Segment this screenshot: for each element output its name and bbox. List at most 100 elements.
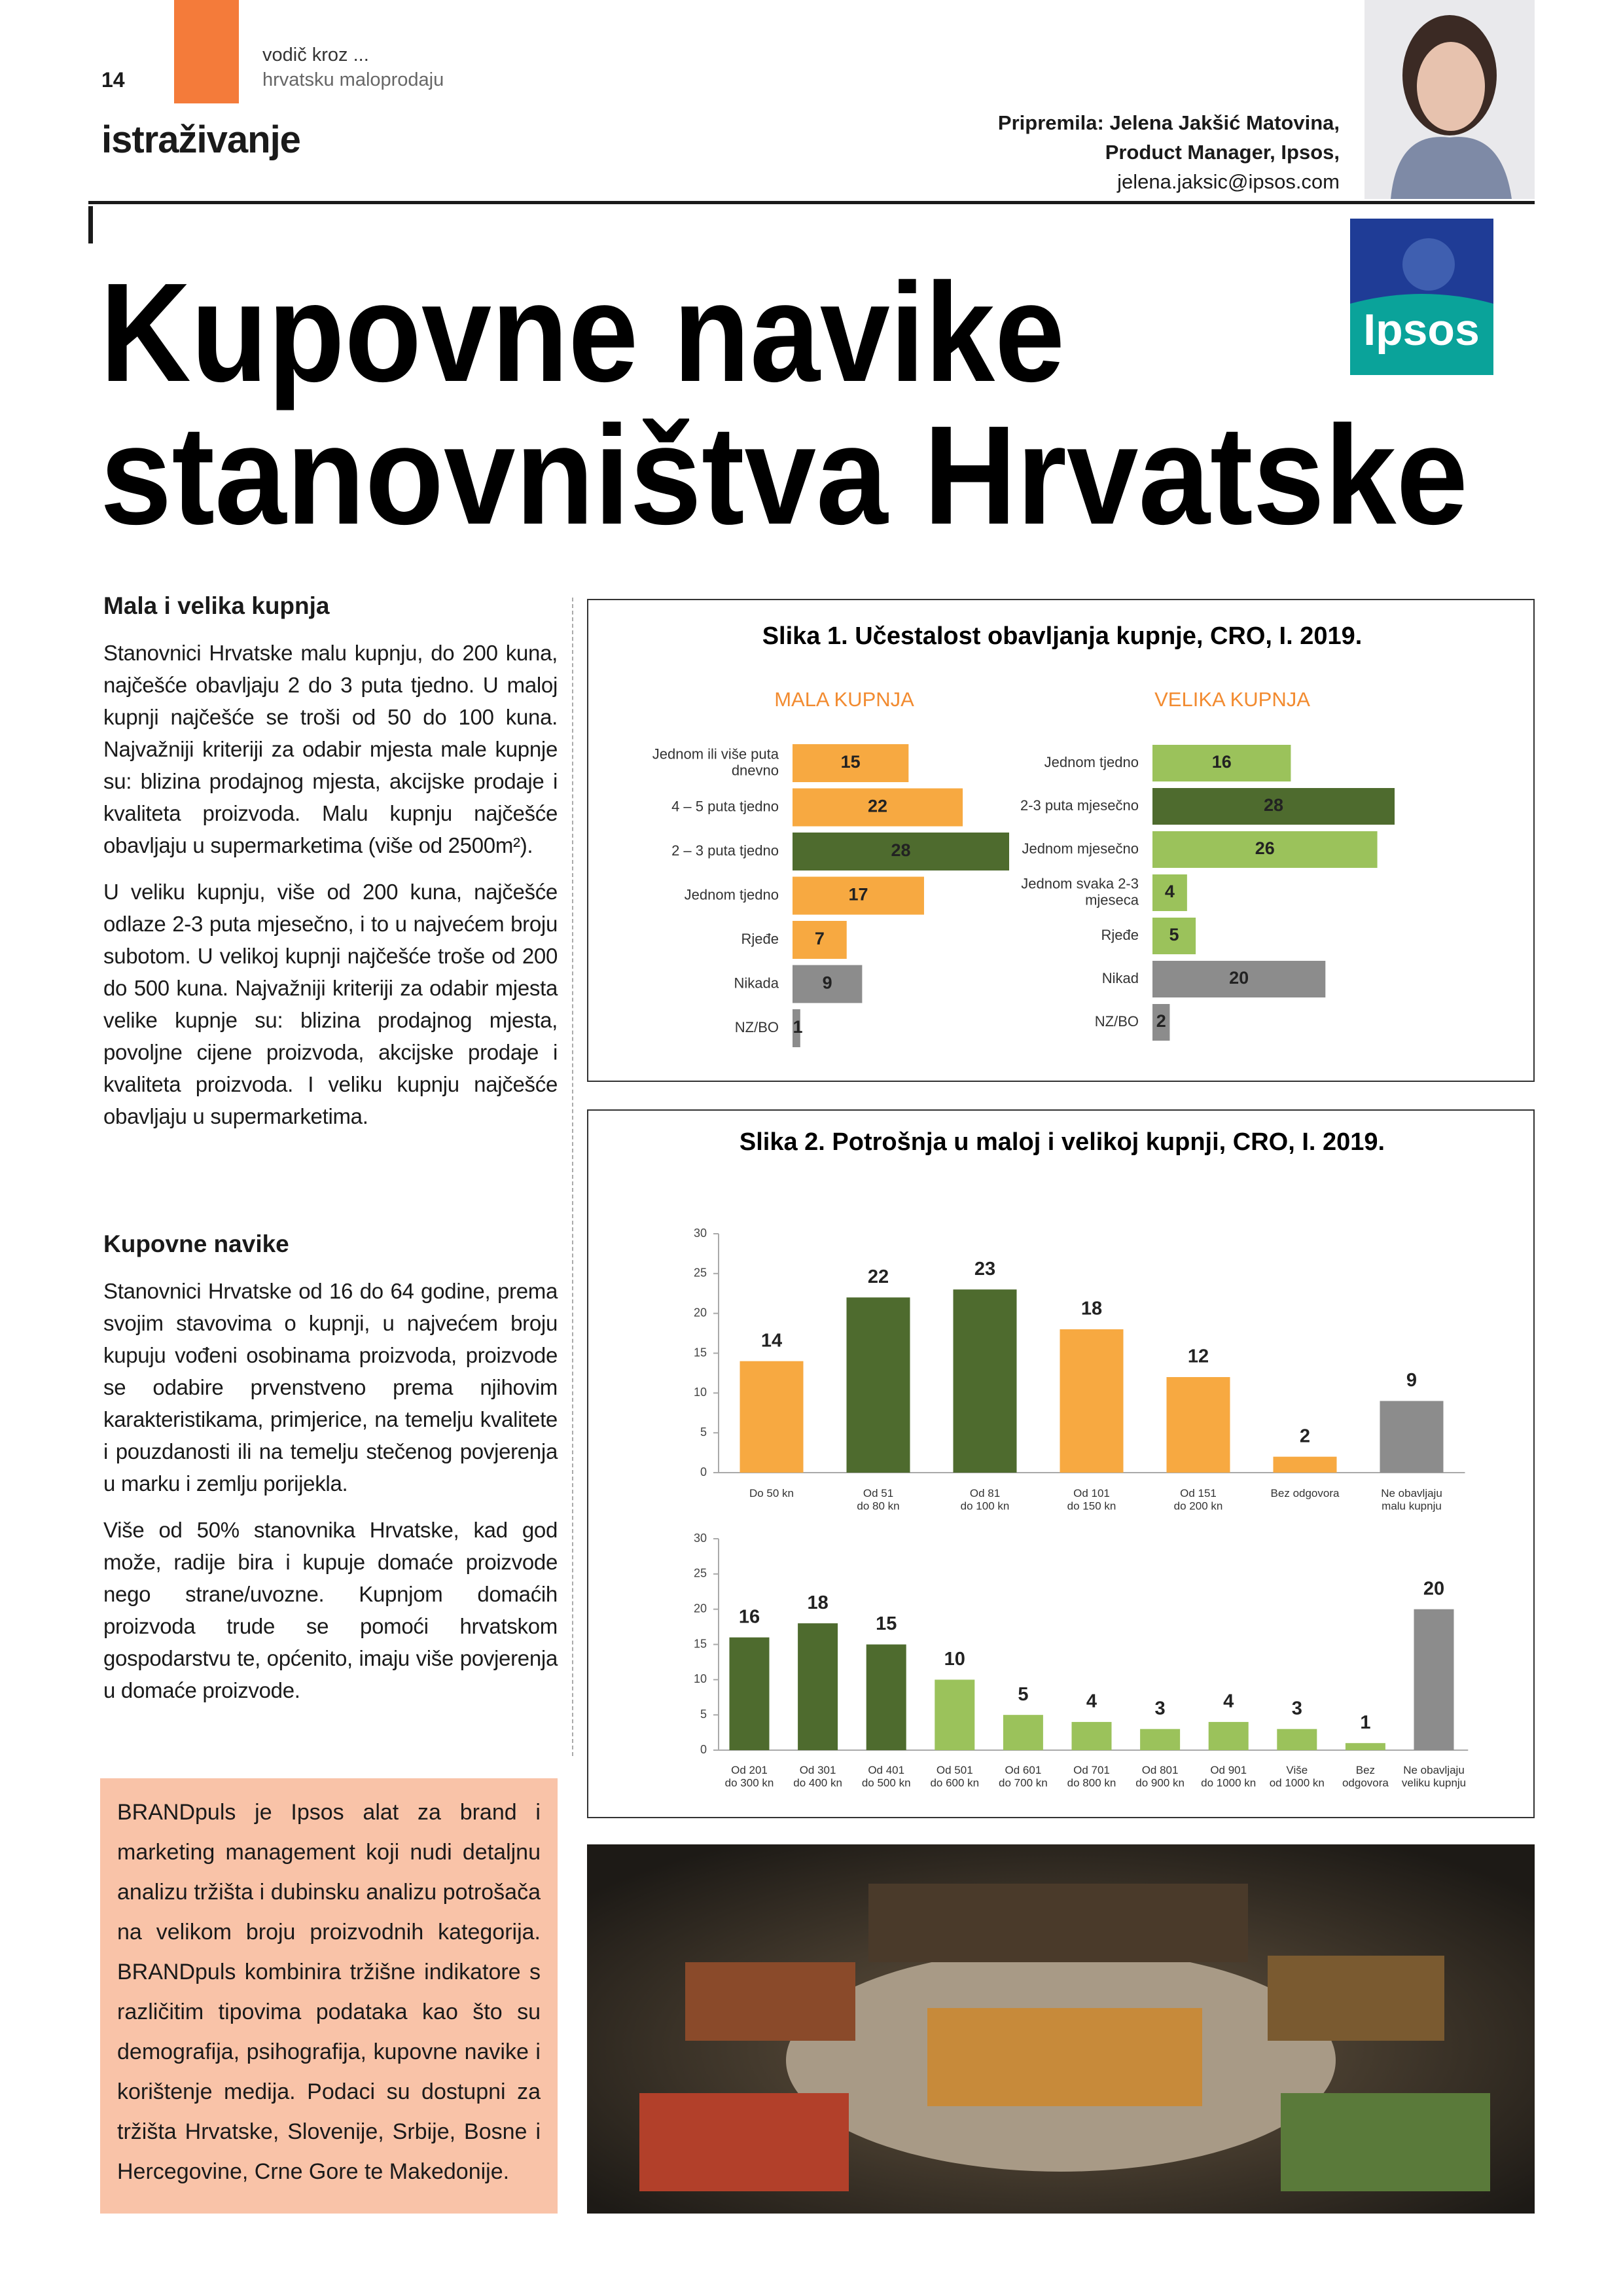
bar [729,1637,770,1750]
figure-title: Slika 1. Učestalost obavljanja kupnje, C… [762,622,1363,650]
author-block: Pripremila: Jelena Jakšić Matovina, Prod… [998,108,1340,196]
paragraph: Više od 50% stanovnika Hrvatske, kad god… [103,1518,558,1702]
article-section: Mala i velika kupnja Stanovnici Hrvatske… [103,592,558,1147]
y-tick-label: 5 [700,1426,707,1439]
photo-face [1417,42,1485,131]
value-label: 4 [1165,882,1175,901]
figure-2: Slika 2. Potrošnja u maloj i velikoj kup… [587,1109,1535,1818]
bar [1152,745,1291,781]
bar [793,876,924,915]
value-label: 17 [848,885,868,905]
bar [846,1297,910,1473]
value-label: 5 [1018,1684,1028,1705]
category-label: Jednom svaka 2-3 mjeseca [1021,875,1139,908]
text-line: Od 901 [1210,1764,1247,1776]
paragraph: U veliku kupnju, više od 200 kuna, najče… [103,880,558,1128]
column-separator [572,598,573,1756]
y-tick-label: 30 [694,1227,707,1240]
author-line: Product Manager, Ipsos, [1105,141,1340,164]
category-label: Ne obavljaju malu kupnju [1381,1487,1442,1513]
bar [1345,1743,1385,1750]
value-label: 10 [944,1649,965,1670]
value-label: 5 [1169,925,1179,944]
category-label: Od 51 do 80 kn [857,1487,899,1513]
y-tick-label: 25 [694,1266,707,1280]
figure-frame [587,1109,1535,1818]
figure-title: Slika 2. Potrošnja u maloj i velikoj kup… [740,1128,1385,1156]
text-line: do 1000 kn [1201,1777,1256,1789]
logo-head [1402,238,1455,291]
value-label: 9 [1406,1370,1417,1391]
paragraph: Stanovnici Hrvatske malu kupnju, do 200 … [103,641,558,857]
author-email: jelena.jaksic@ipsos.com [1117,170,1340,193]
category-label: Od 901 do 1000 kn [1201,1764,1256,1789]
category-label: 4 – 5 puta tjedno [671,798,779,814]
page-number: 14 [101,68,125,92]
category-label: Ne obavljaju veliku kupnju [1402,1764,1466,1789]
value-label: 16 [739,1606,760,1627]
bar [1152,831,1378,868]
text-line: odgovora [1342,1777,1389,1789]
bar [1152,1004,1170,1041]
value-label: 9 [823,973,832,993]
category-label: Od 801 do 900 kn [1135,1764,1185,1789]
bar [1380,1401,1444,1473]
bar [1140,1729,1181,1750]
store-photo [587,1844,1535,2214]
author-line: Pripremila: Jelena Jakšić Matovina, [997,111,1340,134]
category-label: Od 401 do 500 kn [862,1764,911,1789]
text-line: do 300 kn [725,1777,774,1789]
category-label: Nikad [1102,970,1139,986]
value-label: 3 [1292,1698,1302,1719]
photo-shelf [1268,1956,1444,2041]
category-label: Od 81 do 100 kn [961,1487,1010,1513]
value-label: 2 [1300,1426,1310,1446]
value-label: 12 [1188,1346,1209,1367]
value-label: 23 [974,1259,995,1280]
y-tick-label: 15 [694,1346,707,1359]
text-line: Od 501 [936,1764,973,1776]
text-line: Od 101 [1073,1487,1110,1499]
y-tick-label: 25 [694,1567,707,1580]
text-line: Od 301 [800,1764,836,1776]
value-label: 1 [793,1017,802,1037]
bar [1060,1329,1124,1473]
category-label: Od 701 do 800 kn [1067,1764,1116,1789]
bar [1166,1377,1230,1473]
y-tick-label: 30 [694,1532,707,1545]
bar [1152,961,1326,997]
photo-shirt [1391,137,1512,199]
y-tick-label: 5 [700,1708,707,1721]
text-line: do 800 kn [1067,1777,1116,1789]
category-label: NZ/BO [735,1019,779,1035]
bar [793,833,1009,870]
value-label: 28 [891,840,910,860]
main-title: Kupovne navike stanovništva Hrvatske [100,253,1468,554]
ipsos-logo: Ipsos [1350,219,1493,375]
bar [1208,1721,1249,1750]
text-line: Bez [1356,1764,1375,1776]
value-label: 7 [815,929,825,948]
rule-tick [88,206,93,243]
category-label: Od 101 do 150 kn [1067,1487,1116,1513]
chart-subtitle: VELIKA KUPNJA [1154,688,1310,711]
logo-band [1350,294,1493,375]
orange-tab [174,0,239,103]
text-line: Od 81 [970,1487,1000,1499]
sidebar-text: BRANDpuls je Ipsos alat za brand i marke… [117,1800,541,2184]
photo-display [639,2093,849,2191]
category-label: 2 – 3 puta tjedno [671,842,779,859]
category-label: Jednom mjesečno [1022,840,1139,857]
bar [793,788,963,827]
value-label: 3 [1155,1698,1166,1719]
category-label: Jednom tjedno [1044,754,1139,770]
series-line: hrvatsku maloprodaju [262,69,444,90]
text-line: mjeseca [1085,891,1139,908]
author-photo [1364,0,1535,199]
bar [793,921,847,959]
value-label: 16 [1212,752,1232,772]
bar [1152,918,1196,954]
value-label: 15 [876,1613,897,1634]
photo-display [1281,2093,1490,2191]
category-label: Do 50 kn [749,1487,794,1499]
